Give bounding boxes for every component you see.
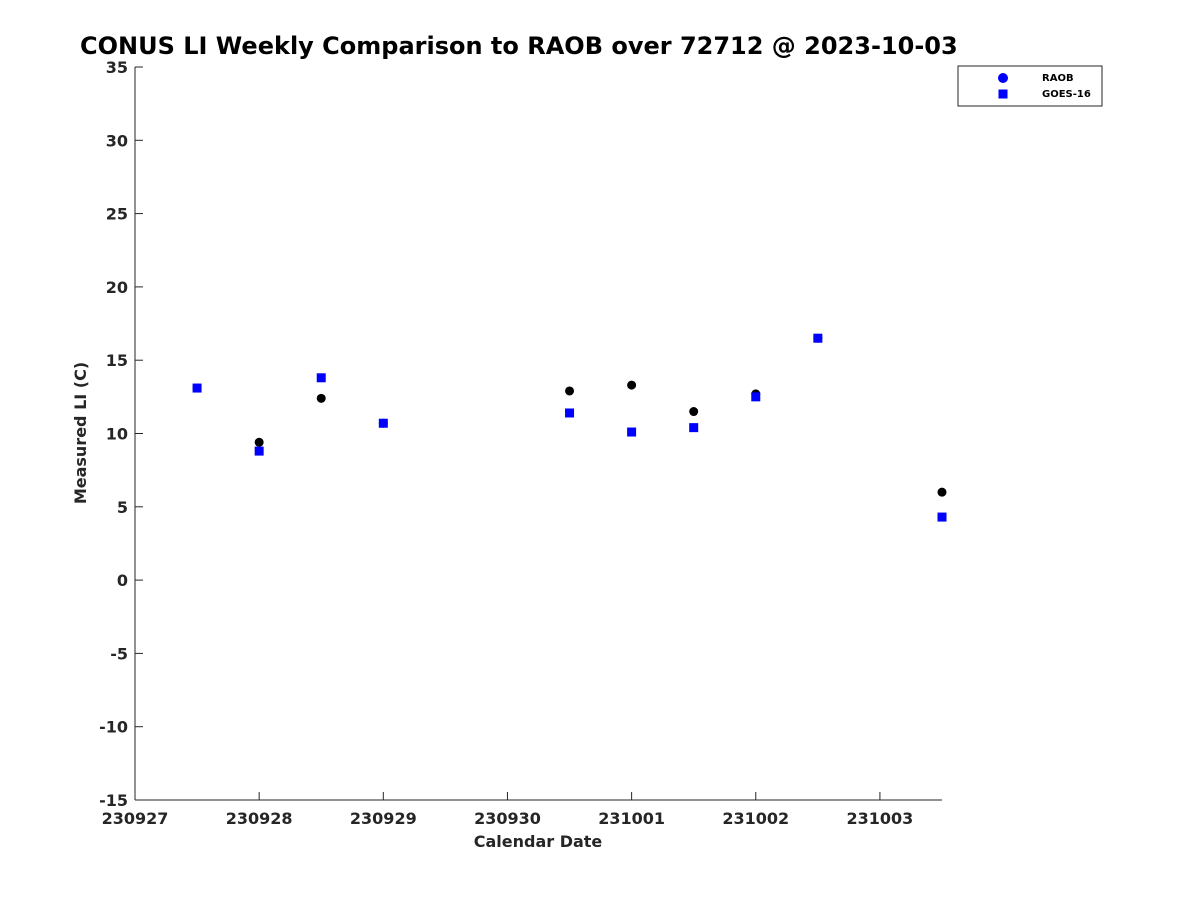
y-tick-label: 10 xyxy=(106,425,128,444)
goes16-point xyxy=(378,418,388,428)
y-tick-label: 0 xyxy=(117,571,128,590)
y-tick-label: 20 xyxy=(106,278,128,297)
legend-raob-marker xyxy=(998,73,1008,83)
y-tick-label: -15 xyxy=(99,791,128,810)
x-ticks: 230927 230928 230929 230930 231001 231002 2310… xyxy=(102,792,914,828)
x-tick-label: 230927 xyxy=(102,809,169,828)
x-tick-label: 231001 xyxy=(598,809,665,828)
raob-point xyxy=(627,380,637,390)
data-points xyxy=(192,333,947,522)
x-tick-label: 230929 xyxy=(350,809,417,828)
goes16-point xyxy=(565,408,575,418)
goes16-point xyxy=(813,333,823,343)
goes16-point xyxy=(192,383,202,393)
y-tick-label: 30 xyxy=(106,131,128,150)
raob-point xyxy=(565,386,575,396)
plot-axes xyxy=(134,67,942,801)
legend-box xyxy=(957,65,1103,107)
legend-goes16-marker xyxy=(998,89,1008,99)
goes16-point xyxy=(316,373,326,383)
goes16-point xyxy=(937,512,947,522)
y-tick-label: 25 xyxy=(106,205,128,224)
y-tick-label: -10 xyxy=(99,718,128,737)
y-axis-label: Measured LI (C) xyxy=(71,362,90,504)
raob-point xyxy=(316,393,326,403)
legend: RAOB GOES-16 xyxy=(957,65,1103,107)
raob-point xyxy=(937,487,947,497)
y-tick-label: 5 xyxy=(117,498,128,517)
chart-title: CONUS LI Weekly Comparison to RAOB over … xyxy=(80,32,958,60)
x-axis-label: Calendar Date xyxy=(474,832,603,851)
y-tick-label: -5 xyxy=(110,644,128,663)
y-tick-label: 35 xyxy=(106,58,128,77)
goes16-point xyxy=(254,446,264,456)
x-tick-label: 230928 xyxy=(226,809,293,828)
y-ticks: 35 30 25 20 15 10 5 0 -5 -10 -15 xyxy=(99,58,143,810)
goes16-point xyxy=(689,423,699,433)
goes16-point xyxy=(627,427,637,437)
x-tick-label: 231002 xyxy=(722,809,789,828)
y-tick-label: 15 xyxy=(106,351,128,370)
legend-raob-label: RAOB xyxy=(1042,73,1074,84)
raob-point xyxy=(689,407,699,417)
goes16-point xyxy=(751,392,761,402)
x-tick-label: 231003 xyxy=(847,809,914,828)
legend-goes16-label: GOES-16 xyxy=(1042,89,1091,100)
x-tick-label: 230930 xyxy=(474,809,541,828)
raob-point xyxy=(254,437,264,447)
